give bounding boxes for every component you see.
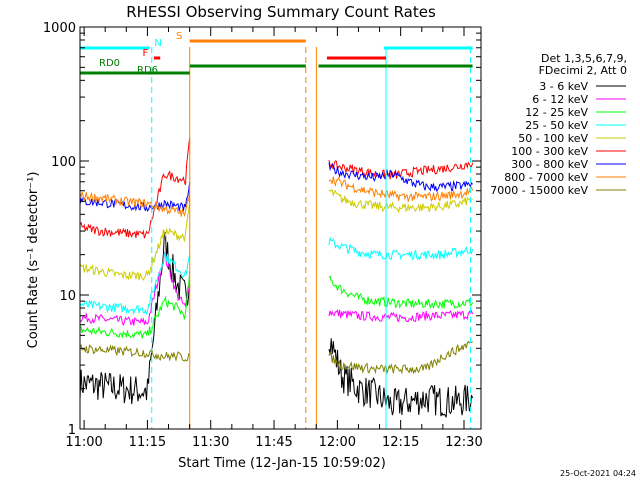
y-tick-label: 10	[59, 289, 76, 304]
x-tick-label: 11:30	[192, 435, 229, 450]
timestamp: 25-Oct-2021 04:24	[560, 469, 636, 478]
y-axis-label: Count Rate (s⁻¹ detector⁻¹)	[26, 172, 41, 349]
series-line-9-segment-2	[328, 340, 473, 375]
x-axis-label: Start Time (12-Jan-15 10:59:02)	[178, 456, 386, 471]
legend-entry-label: 3 - 6 keV	[539, 80, 588, 93]
series-line-9-segment-1	[79, 344, 190, 362]
series-line-4-segment-2	[328, 236, 474, 261]
status-bar-label-2: N	[154, 38, 161, 49]
y-tick-label: 100	[51, 155, 76, 170]
status-bar-label-7: RD6	[137, 65, 158, 76]
legend-entry-label: 25 - 50 keV	[525, 119, 588, 132]
y-tick-label: 1000	[43, 21, 76, 36]
legend-entry-label: 300 - 800 keV	[511, 158, 588, 171]
legend-entry-label: 800 - 7000 keV	[504, 171, 588, 184]
series-line-2-segment-1	[79, 251, 191, 327]
series-line-3-segment-2	[328, 275, 474, 310]
chart-title: RHESSI Observing Summary Count Rates	[126, 3, 436, 21]
status-bar-label-6: RD0	[99, 58, 120, 69]
x-tick-label: 12:15	[382, 435, 419, 450]
legend-entry-label: 50 - 100 keV	[518, 132, 588, 145]
series-line-3-segment-1	[79, 271, 191, 339]
y-tick-label: 1	[68, 423, 76, 438]
status-bar-label-4: S	[176, 31, 182, 42]
series-line-5-segment-1	[79, 201, 191, 281]
x-tick-label: 11:15	[129, 435, 166, 450]
legend-entry-label: 100 - 300 keV	[511, 145, 588, 158]
legend-entry-label: 12 - 25 keV	[525, 106, 588, 119]
legend-entry-label: 7000 - 15000 keV	[490, 184, 588, 197]
axes: 1 10 100 1000 11:00 11:15 11:30 11:45 12:00 12:15…	[43, 21, 483, 450]
series-line-8-segment-2	[328, 176, 474, 203]
legend-title-line: Det 1,3,5,6,7,9,	[541, 52, 627, 65]
series-line-7-segment-2	[328, 162, 473, 192]
x-tick-label: 12:00	[319, 435, 356, 450]
legend-title-line: FDecimi 2, Att 0	[539, 64, 627, 77]
series-line-6-segment-1	[79, 137, 191, 239]
x-tick-label: 12:30	[445, 435, 482, 450]
legend-entry-label: 6 - 12 keV	[532, 93, 588, 106]
series-line-1-segment-2	[328, 338, 474, 418]
x-tick-label: 11:45	[255, 435, 292, 450]
series-line-8-segment-1	[79, 190, 191, 218]
plot-frame	[79, 26, 482, 430]
series-line-4-segment-1	[79, 252, 191, 316]
plot-area: NF S RD0 RD6	[79, 31, 474, 429]
series-line-2-segment-2	[328, 309, 474, 323]
series-line-5-segment-2	[328, 188, 473, 214]
series-line-1-segment-1	[79, 231, 191, 405]
status-bar-label-3: F	[143, 48, 149, 59]
x-tick-label: 11:00	[65, 435, 102, 450]
legend: Det 1,3,5,6,7,9,FDecimi 2, Att 0 3 - 6 ke…	[490, 52, 627, 197]
